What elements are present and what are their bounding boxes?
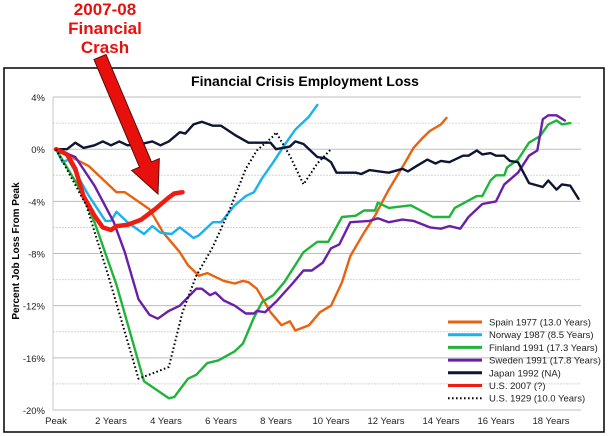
y-tick-label: -20% xyxy=(23,406,46,417)
series-line xyxy=(54,120,580,200)
series-line xyxy=(54,103,319,240)
y-tick-label: 0% xyxy=(31,145,45,156)
x-tick-label: 4 Years xyxy=(150,416,182,427)
legend-label: U.S. 2007 (?) xyxy=(489,381,546,392)
x-tick-label: 12 Years xyxy=(368,416,405,427)
annotation-line: Financial xyxy=(68,19,142,38)
series-line xyxy=(54,119,572,400)
legend-label: Spain 1977 (13.0 Years) xyxy=(489,318,591,329)
annotation-text: 2007-08 Financial Crash xyxy=(40,0,170,57)
arrow-annotation-icon xyxy=(93,53,160,196)
legend-label: Norway 1987 (8.5 Years) xyxy=(489,330,594,341)
y-tick-label: -12% xyxy=(23,302,46,313)
x-tick-label: 8 Years xyxy=(260,416,292,427)
y-tick-label: -16% xyxy=(23,354,46,365)
y-tick-label: -4% xyxy=(28,197,45,208)
legend-label: U.S. 1929 (10.0 Years) xyxy=(489,394,585,405)
series-line xyxy=(53,146,185,233)
y-tick-label: -8% xyxy=(28,250,45,261)
legend-label: Japan 1992 (NA) xyxy=(489,368,561,379)
annotation-line: 2007-08 xyxy=(73,0,137,19)
x-tick-label: 14 Years xyxy=(423,416,460,427)
annotation-line: Crash xyxy=(80,38,130,57)
series-line xyxy=(54,114,566,320)
x-tick-label: 6 Years xyxy=(205,416,237,427)
y-axis-label: Percent Job Loss From Peak xyxy=(11,182,22,320)
legend-label: Finland 1991 (17.3 Years) xyxy=(489,343,598,354)
x-tick-label: Peak xyxy=(45,416,67,427)
x-tick-label: 16 Years xyxy=(478,416,515,427)
chart-title: Financial Crisis Employment Loss xyxy=(191,73,419,89)
x-tick-label: 2 Years xyxy=(95,416,127,427)
x-tick-label: 18 Years xyxy=(533,416,570,427)
series-line xyxy=(54,116,448,332)
y-tick-label: 4% xyxy=(31,93,45,104)
x-tick-label: 10 Years xyxy=(313,416,350,427)
legend-label: Sweden 1991 (17.8 Years) xyxy=(489,356,601,367)
